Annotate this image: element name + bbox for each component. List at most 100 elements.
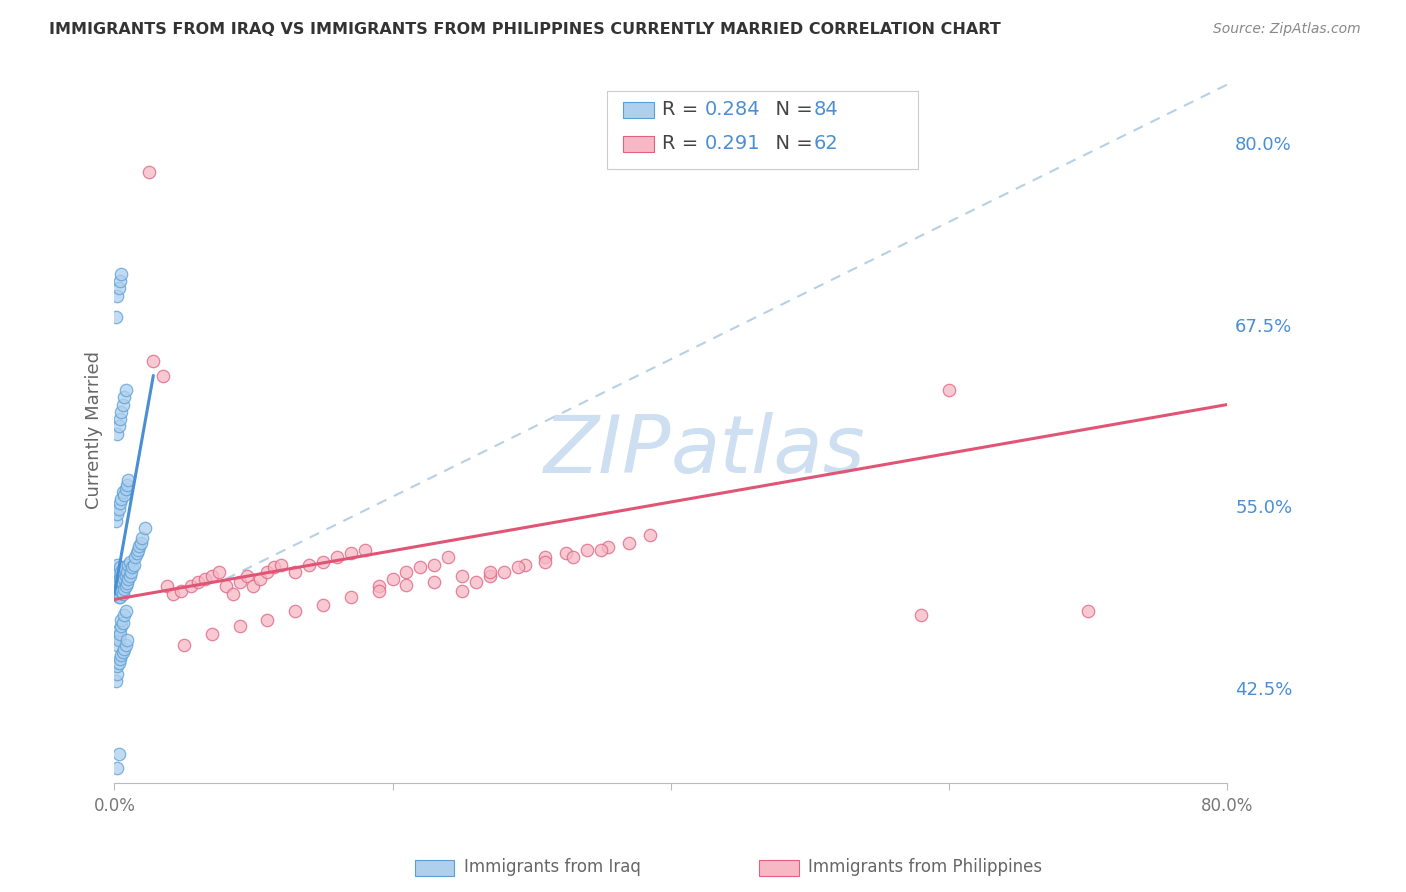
Point bbox=[108, 412, 131, 426]
Point bbox=[112, 641, 135, 656]
Point bbox=[111, 398, 134, 412]
Point bbox=[107, 565, 129, 579]
Point bbox=[395, 565, 418, 579]
Point bbox=[107, 502, 129, 516]
Point bbox=[110, 583, 132, 598]
Point bbox=[110, 574, 132, 589]
Point bbox=[128, 539, 150, 553]
Point bbox=[409, 560, 432, 574]
Point bbox=[127, 543, 149, 558]
Point bbox=[110, 618, 132, 632]
Point bbox=[114, 569, 136, 583]
Point bbox=[555, 546, 578, 560]
Point bbox=[173, 638, 195, 652]
Point bbox=[340, 546, 363, 560]
Point bbox=[114, 604, 136, 618]
Point bbox=[138, 165, 160, 179]
Point bbox=[638, 528, 661, 542]
Text: Source: ZipAtlas.com: Source: ZipAtlas.com bbox=[1213, 22, 1361, 37]
Point bbox=[617, 535, 640, 549]
Point bbox=[107, 623, 129, 637]
Point bbox=[156, 579, 179, 593]
Point bbox=[180, 579, 202, 593]
Point bbox=[298, 558, 321, 572]
Point bbox=[228, 618, 250, 632]
Point bbox=[105, 659, 128, 673]
Point bbox=[112, 560, 135, 574]
Point bbox=[111, 566, 134, 581]
Point bbox=[162, 587, 184, 601]
Point bbox=[576, 543, 599, 558]
Point bbox=[170, 583, 193, 598]
Point bbox=[118, 569, 141, 583]
Point bbox=[134, 521, 156, 535]
Point bbox=[131, 532, 153, 546]
Point bbox=[194, 572, 217, 586]
Point bbox=[187, 574, 209, 589]
Point bbox=[353, 543, 375, 558]
Point bbox=[114, 579, 136, 593]
Point bbox=[108, 627, 131, 641]
Point bbox=[591, 543, 613, 558]
Point bbox=[562, 550, 585, 565]
Point bbox=[423, 574, 446, 589]
Point bbox=[108, 496, 131, 510]
Text: 0.291: 0.291 bbox=[704, 134, 761, 153]
Point bbox=[208, 565, 231, 579]
Point bbox=[107, 590, 129, 604]
Point bbox=[121, 560, 143, 574]
Point bbox=[201, 569, 224, 583]
Point bbox=[395, 578, 418, 592]
Point bbox=[108, 582, 131, 597]
Text: N =: N = bbox=[763, 134, 820, 153]
Point bbox=[242, 579, 264, 593]
Point bbox=[312, 555, 335, 569]
Point bbox=[105, 288, 128, 302]
Point bbox=[104, 514, 127, 528]
Point bbox=[115, 576, 138, 591]
Point bbox=[451, 569, 474, 583]
Point bbox=[506, 560, 529, 574]
Point bbox=[105, 666, 128, 681]
Point bbox=[105, 579, 128, 593]
Point bbox=[492, 565, 515, 579]
Y-axis label: Currently Married: Currently Married bbox=[86, 351, 103, 509]
Point bbox=[534, 550, 557, 565]
Point bbox=[367, 579, 389, 593]
Point bbox=[108, 560, 131, 574]
Point bbox=[214, 579, 236, 593]
Point bbox=[423, 558, 446, 572]
Point bbox=[115, 565, 138, 579]
Point bbox=[104, 310, 127, 325]
Point bbox=[107, 574, 129, 589]
Point bbox=[112, 572, 135, 586]
Point bbox=[110, 613, 132, 627]
Point bbox=[104, 630, 127, 644]
Point bbox=[221, 587, 243, 601]
Point bbox=[270, 558, 292, 572]
Point bbox=[110, 405, 132, 419]
Point bbox=[105, 507, 128, 521]
Point bbox=[437, 550, 460, 565]
Point bbox=[104, 572, 127, 586]
Point bbox=[114, 383, 136, 397]
Point bbox=[117, 558, 139, 572]
Point bbox=[110, 648, 132, 662]
Text: 62: 62 bbox=[814, 134, 839, 153]
Point bbox=[105, 426, 128, 441]
Point bbox=[108, 274, 131, 288]
Point bbox=[112, 608, 135, 623]
Text: atlas: atlas bbox=[671, 412, 865, 491]
Point bbox=[105, 565, 128, 579]
Point bbox=[125, 546, 148, 560]
Point bbox=[534, 555, 557, 569]
Point bbox=[117, 572, 139, 586]
Point bbox=[228, 574, 250, 589]
Point bbox=[114, 638, 136, 652]
Point bbox=[110, 492, 132, 507]
Point bbox=[105, 638, 128, 652]
Text: R =: R = bbox=[662, 134, 704, 153]
Point bbox=[111, 484, 134, 499]
Point bbox=[256, 613, 278, 627]
Point bbox=[235, 569, 257, 583]
